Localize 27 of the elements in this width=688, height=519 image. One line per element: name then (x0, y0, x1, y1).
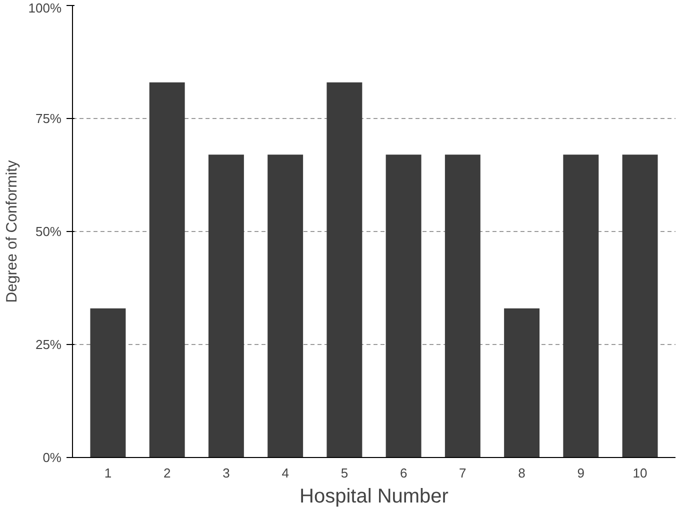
bar (504, 308, 540, 458)
bar (444, 154, 480, 458)
bar (90, 308, 126, 458)
x-tick-label: 1 (104, 466, 112, 480)
y-tick-label: 100% (28, 0, 62, 16)
x-tick-label: 5 (340, 466, 348, 480)
bar (149, 82, 185, 458)
x-tick-label: 3 (222, 466, 230, 480)
bar (386, 154, 422, 458)
x-tick-label: 9 (577, 466, 585, 480)
y-axis-title: Degree of Conformity (3, 160, 20, 303)
bar (563, 154, 599, 458)
x-tick-label: 10 (632, 466, 648, 480)
x-tick-label: 7 (459, 466, 466, 480)
bar (208, 154, 244, 458)
y-tick-label: 75% (35, 111, 62, 126)
x-axis-title: Hospital Number (300, 486, 449, 508)
y-tick-label: 50% (35, 224, 62, 239)
x-tick-label: 8 (518, 466, 526, 480)
bar (326, 82, 362, 458)
bar (268, 154, 304, 458)
x-tick-label: 6 (400, 466, 408, 480)
y-tick-label: 25% (35, 337, 62, 352)
y-tick-label: 0% (42, 450, 62, 465)
x-tick-label: 2 (163, 466, 171, 480)
x-tick-label: 4 (282, 466, 289, 480)
bar (622, 154, 658, 458)
